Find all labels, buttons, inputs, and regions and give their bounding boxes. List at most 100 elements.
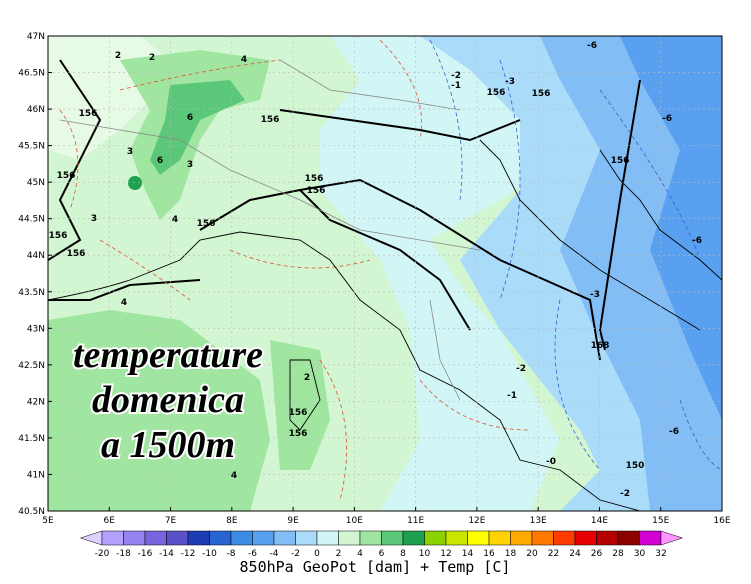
- contour-label: 156: [79, 109, 98, 119]
- contour-label: -2: [620, 489, 630, 499]
- colorbar-label: 20: [526, 549, 538, 559]
- contour-label: 156: [289, 408, 308, 418]
- lat-label: 46.5N: [18, 69, 45, 79]
- contour-label: 156: [532, 89, 551, 99]
- colorbar-label: 24: [569, 549, 581, 559]
- colorbar-box: [252, 530, 275, 546]
- colorbar-label: -4: [270, 549, 279, 559]
- contour-label: 156: [289, 429, 308, 439]
- colorbar-label: 32: [655, 549, 666, 559]
- colorbar-label: -2: [291, 549, 300, 559]
- colorbar-label: 2: [336, 549, 342, 559]
- lat-label: 47N: [27, 32, 45, 42]
- contour-label: -2: [516, 364, 526, 374]
- lon-label: 11E: [407, 516, 424, 526]
- colorbar-box: [230, 530, 253, 546]
- contour-label: 2: [149, 53, 155, 63]
- colorbar-box: [166, 530, 189, 546]
- contour-label: 156: [49, 231, 68, 241]
- contour-label: 2: [115, 51, 121, 61]
- contour-label: -6: [692, 236, 702, 246]
- lon-label: 13E: [530, 516, 547, 526]
- contour-label: 3: [127, 147, 133, 157]
- lon-label: 14E: [591, 516, 608, 526]
- colorbar-label: 26: [591, 549, 603, 559]
- colorbar-box: [187, 530, 210, 546]
- colorbar-box: [338, 530, 361, 546]
- colorbar-box: [273, 530, 296, 546]
- colorbar-box: [574, 530, 597, 546]
- lon-label: 8E: [226, 516, 238, 526]
- colorbar-label: -10: [202, 549, 217, 559]
- colorbar-label: 16: [483, 549, 495, 559]
- colorbar-box: [123, 530, 146, 546]
- colorbar-box: [316, 530, 339, 546]
- lat-label: 45N: [27, 178, 45, 188]
- colorbar-box: [617, 530, 640, 546]
- lat-label: 43N: [27, 324, 45, 334]
- colorbar-label: 30: [634, 549, 646, 559]
- colorbar-label: 28: [612, 549, 624, 559]
- map-frame: [47, 35, 723, 512]
- colorbar-label: -20: [95, 549, 110, 559]
- contour-label: 150: [626, 461, 645, 471]
- contour-label: 156: [67, 249, 86, 259]
- colorbar-label: 0: [314, 549, 320, 559]
- overlay-line: domenica: [92, 379, 244, 421]
- colorbar-label: 8: [400, 549, 406, 559]
- lat-label: 41.5N: [18, 434, 45, 444]
- lat-label: 40.5N: [18, 507, 45, 517]
- lon-label: 5E: [42, 516, 54, 526]
- colorbar-box: [553, 530, 576, 546]
- contour-label: 156: [197, 219, 216, 229]
- contour-label: 156: [305, 174, 324, 184]
- lat-label: 42.5N: [18, 361, 45, 371]
- overlay-line: a 1500m: [101, 424, 235, 466]
- lat-label: 44.5N: [18, 215, 45, 225]
- colorbar-label: 14: [462, 549, 474, 559]
- colorbar-label: -14: [159, 549, 174, 559]
- contour-label: 6: [187, 113, 193, 123]
- contour-label: -1: [451, 81, 461, 91]
- colorbar-label: 12: [440, 549, 451, 559]
- colorbar-label: -8: [227, 549, 236, 559]
- contour-label: -2: [451, 71, 461, 81]
- contour-label: 156: [611, 156, 630, 166]
- contour-label: -6: [669, 427, 679, 437]
- colorbar-arrow: [79, 530, 103, 546]
- contour-label: -1: [507, 391, 517, 401]
- contour-label: 4: [172, 215, 178, 225]
- lat-label: 43.5N: [18, 288, 45, 298]
- contour-label: 2: [304, 373, 310, 383]
- colorbar-box: [144, 530, 167, 546]
- contour-label: 156: [487, 88, 506, 98]
- lon-label: 7E: [165, 516, 177, 526]
- contour-label: 4: [121, 298, 127, 308]
- contour-label: -6: [587, 41, 597, 51]
- lat-label: 46N: [27, 105, 45, 115]
- lon-label: 6E: [104, 516, 116, 526]
- colorbar-box: [510, 530, 533, 546]
- colorbar-box: [402, 530, 425, 546]
- colorbar-box: [209, 530, 232, 546]
- colorbar-box: [359, 530, 382, 546]
- contour-label: -6: [662, 114, 672, 124]
- lat-label: 42N: [27, 397, 45, 407]
- colorbar-label: -12: [181, 549, 196, 559]
- colorbar-box: [596, 530, 619, 546]
- overlay-line: temperature: [73, 334, 263, 376]
- colorbar-box: [295, 530, 318, 546]
- contour-label: 3: [187, 160, 193, 170]
- contour-label: 156: [261, 115, 280, 125]
- lon-label: 9E: [287, 516, 299, 526]
- colorbar-label: 10: [419, 549, 431, 559]
- colorbar-label: 18: [505, 549, 517, 559]
- contour-label: -3: [505, 77, 515, 87]
- lon-label: 15E: [652, 516, 669, 526]
- lon-label: 10E: [346, 516, 363, 526]
- colorbar-box: [488, 530, 511, 546]
- lon-label: 16E: [713, 516, 730, 526]
- lat-label: 41N: [27, 470, 45, 480]
- contour-label: 4: [231, 471, 237, 481]
- colorbar-box: [381, 530, 404, 546]
